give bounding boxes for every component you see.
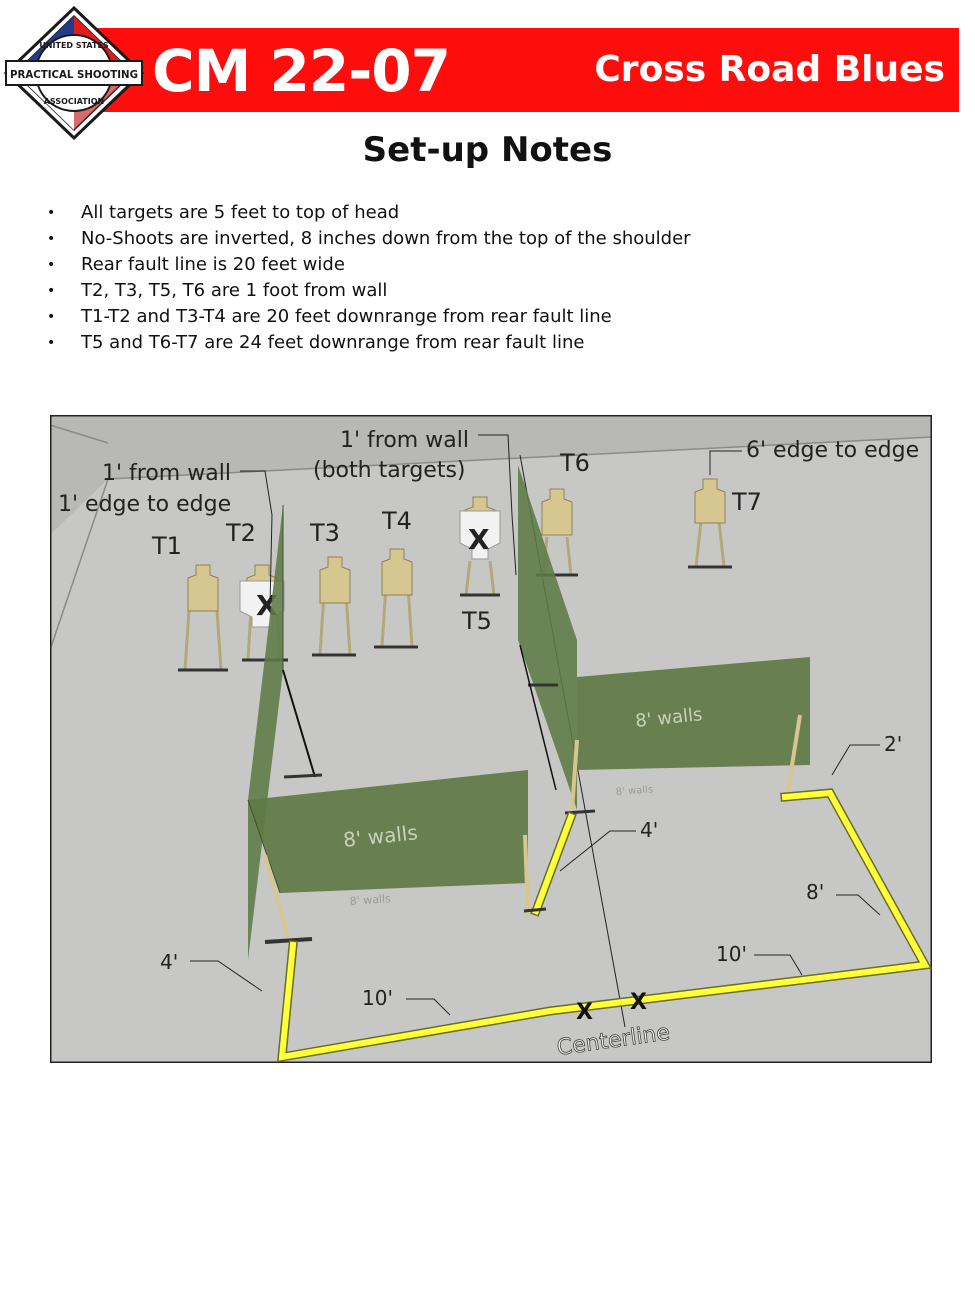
note-item: • All targets are 5 feet to top of head <box>47 202 400 223</box>
stage-name: Cross Road Blues <box>594 49 945 90</box>
no-shoot-mark: X <box>468 523 490 556</box>
note-item: • T5 and T6-T7 are 24 feet downrange from… <box>47 332 585 353</box>
dim-left-side: 4' <box>160 950 178 974</box>
wall-post <box>785 714 802 798</box>
svg-text:PRACTICAL SHOOTING: PRACTICAL SHOOTING <box>10 68 138 81</box>
target-t5 <box>459 496 501 597</box>
uspsa-logo: UNITED STATES PRACTICAL SHOOTING ASSOCIA… <box>3 6 145 140</box>
label-t7: T7 <box>731 488 762 516</box>
target-t3 <box>312 556 356 657</box>
target-t1 <box>178 564 228 672</box>
left-wall-horizontal: 8' walls 8' walls <box>247 770 528 908</box>
target-t4 <box>374 548 418 649</box>
dim-right-side: 8' <box>806 880 824 904</box>
callout-right-edge: 6' edge to edge <box>746 438 919 463</box>
center-wall-vertical <box>518 465 577 810</box>
callout-left-edge: 1' edge to edge <box>58 492 231 517</box>
dim-right-wing: 2' <box>884 732 902 756</box>
wall-post <box>523 834 530 916</box>
label-t2: T2 <box>225 519 256 547</box>
notes-title: Set-up Notes <box>362 130 613 170</box>
note-item: • T2, T3, T5, T6 are 1 foot from wall <box>47 280 388 301</box>
wall-post <box>263 854 290 938</box>
left-wall-vertical <box>248 505 323 960</box>
target-t7 <box>688 478 732 569</box>
right-wall-horizontal: 8' walls 8' walls <box>577 657 810 798</box>
dim-left-bottom: 10' <box>362 986 393 1010</box>
stage-diagram: X X 8' walls 8' walls 8' walls 8' walls <box>50 415 932 1063</box>
wall-shadow-label: 8' walls <box>615 784 653 798</box>
wall-base <box>264 937 313 944</box>
callout-mid-both: (both targets) <box>313 458 466 483</box>
dim-center-wing: 4' <box>640 818 658 842</box>
setup-notes-list: • All targets are 5 feet to top of head •… <box>44 200 691 356</box>
label-t6: T6 <box>559 449 590 477</box>
dim-right-bottom: 10' <box>716 942 747 966</box>
svg-text:UNITED STATES: UNITED STATES <box>39 41 109 50</box>
wall-post <box>570 739 579 811</box>
centerline-mark: X <box>576 1000 593 1025</box>
label-t3: T3 <box>309 519 340 547</box>
svg-text:ASSOCIATION: ASSOCIATION <box>44 97 105 106</box>
centerline-mark: X <box>630 990 647 1015</box>
callout-left-from-wall: 1' from wall <box>102 461 231 486</box>
label-t5: T5 <box>461 607 492 635</box>
note-item: • No-Shoots are inverted, 8 inches down f… <box>47 228 691 249</box>
wall-base <box>523 907 547 913</box>
wall-shadow-label: 8' walls <box>349 892 391 908</box>
note-item: • Rear fault line is 20 feet wide <box>47 254 345 275</box>
callout-mid-from-wall: 1' from wall <box>340 428 469 453</box>
note-item: • T1-T2 and T3-T4 are 20 feet downrange f… <box>47 306 612 327</box>
header-banner <box>62 28 959 112</box>
back-berm <box>50 415 932 535</box>
label-t1: T1 <box>151 532 182 560</box>
label-t4: T4 <box>381 507 412 535</box>
fault-line <box>276 788 932 1063</box>
stage-code: CM 22-07 <box>152 37 451 105</box>
